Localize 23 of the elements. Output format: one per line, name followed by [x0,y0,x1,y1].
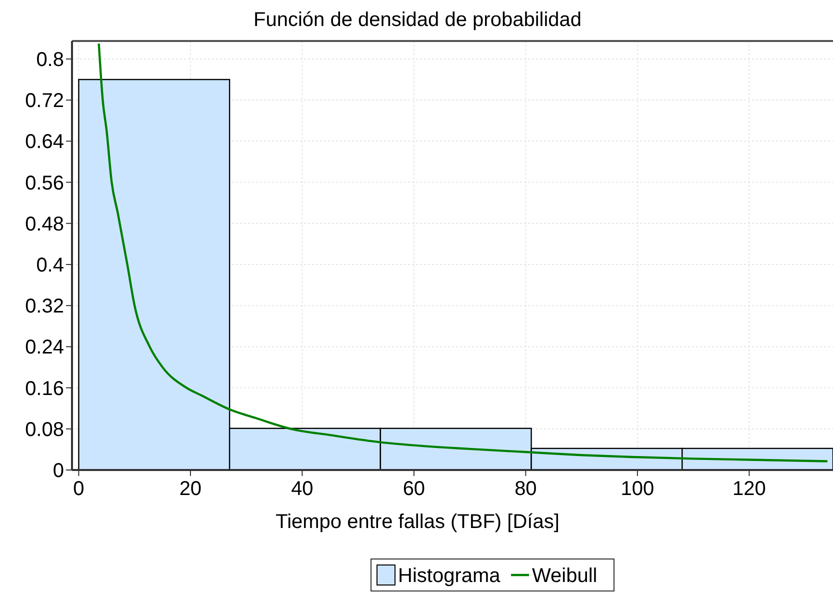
y-tick-label: 0.32 [25,296,64,318]
legend-label: Histograma [398,565,502,587]
y-tick-label: 0.08 [25,418,64,441]
chart-title: Función de densidad de probabilidad [253,9,582,31]
y-tick-label: 0.24 [25,336,64,359]
y-tick-label: 0.48 [25,213,64,236]
y-tick-label: 0.16 [25,378,64,400]
y-tick-label: 0 [52,460,64,482]
x-tick-label: 100 [620,478,654,500]
x-tick-label: 80 [514,478,537,500]
y-tick-label: 0.56 [25,172,64,194]
y-tick-label: 0.8 [36,48,64,71]
y-tick-label: 0.72 [25,90,64,112]
x-tick-label: 20 [179,478,202,500]
legend-label: Weibull [532,565,598,587]
y-tick-label: 0.64 [25,131,64,154]
x-tick-label: 40 [291,478,314,500]
line-series [98,42,829,462]
x-tick-label: 60 [402,478,426,500]
x-axis-title: Tiempo entre fallas (TBF) [Días] [276,511,560,533]
x-tick-label: 0 [73,478,84,500]
x-tick-label: 120 [732,478,766,500]
y-tick-label: 0.4 [36,254,64,276]
